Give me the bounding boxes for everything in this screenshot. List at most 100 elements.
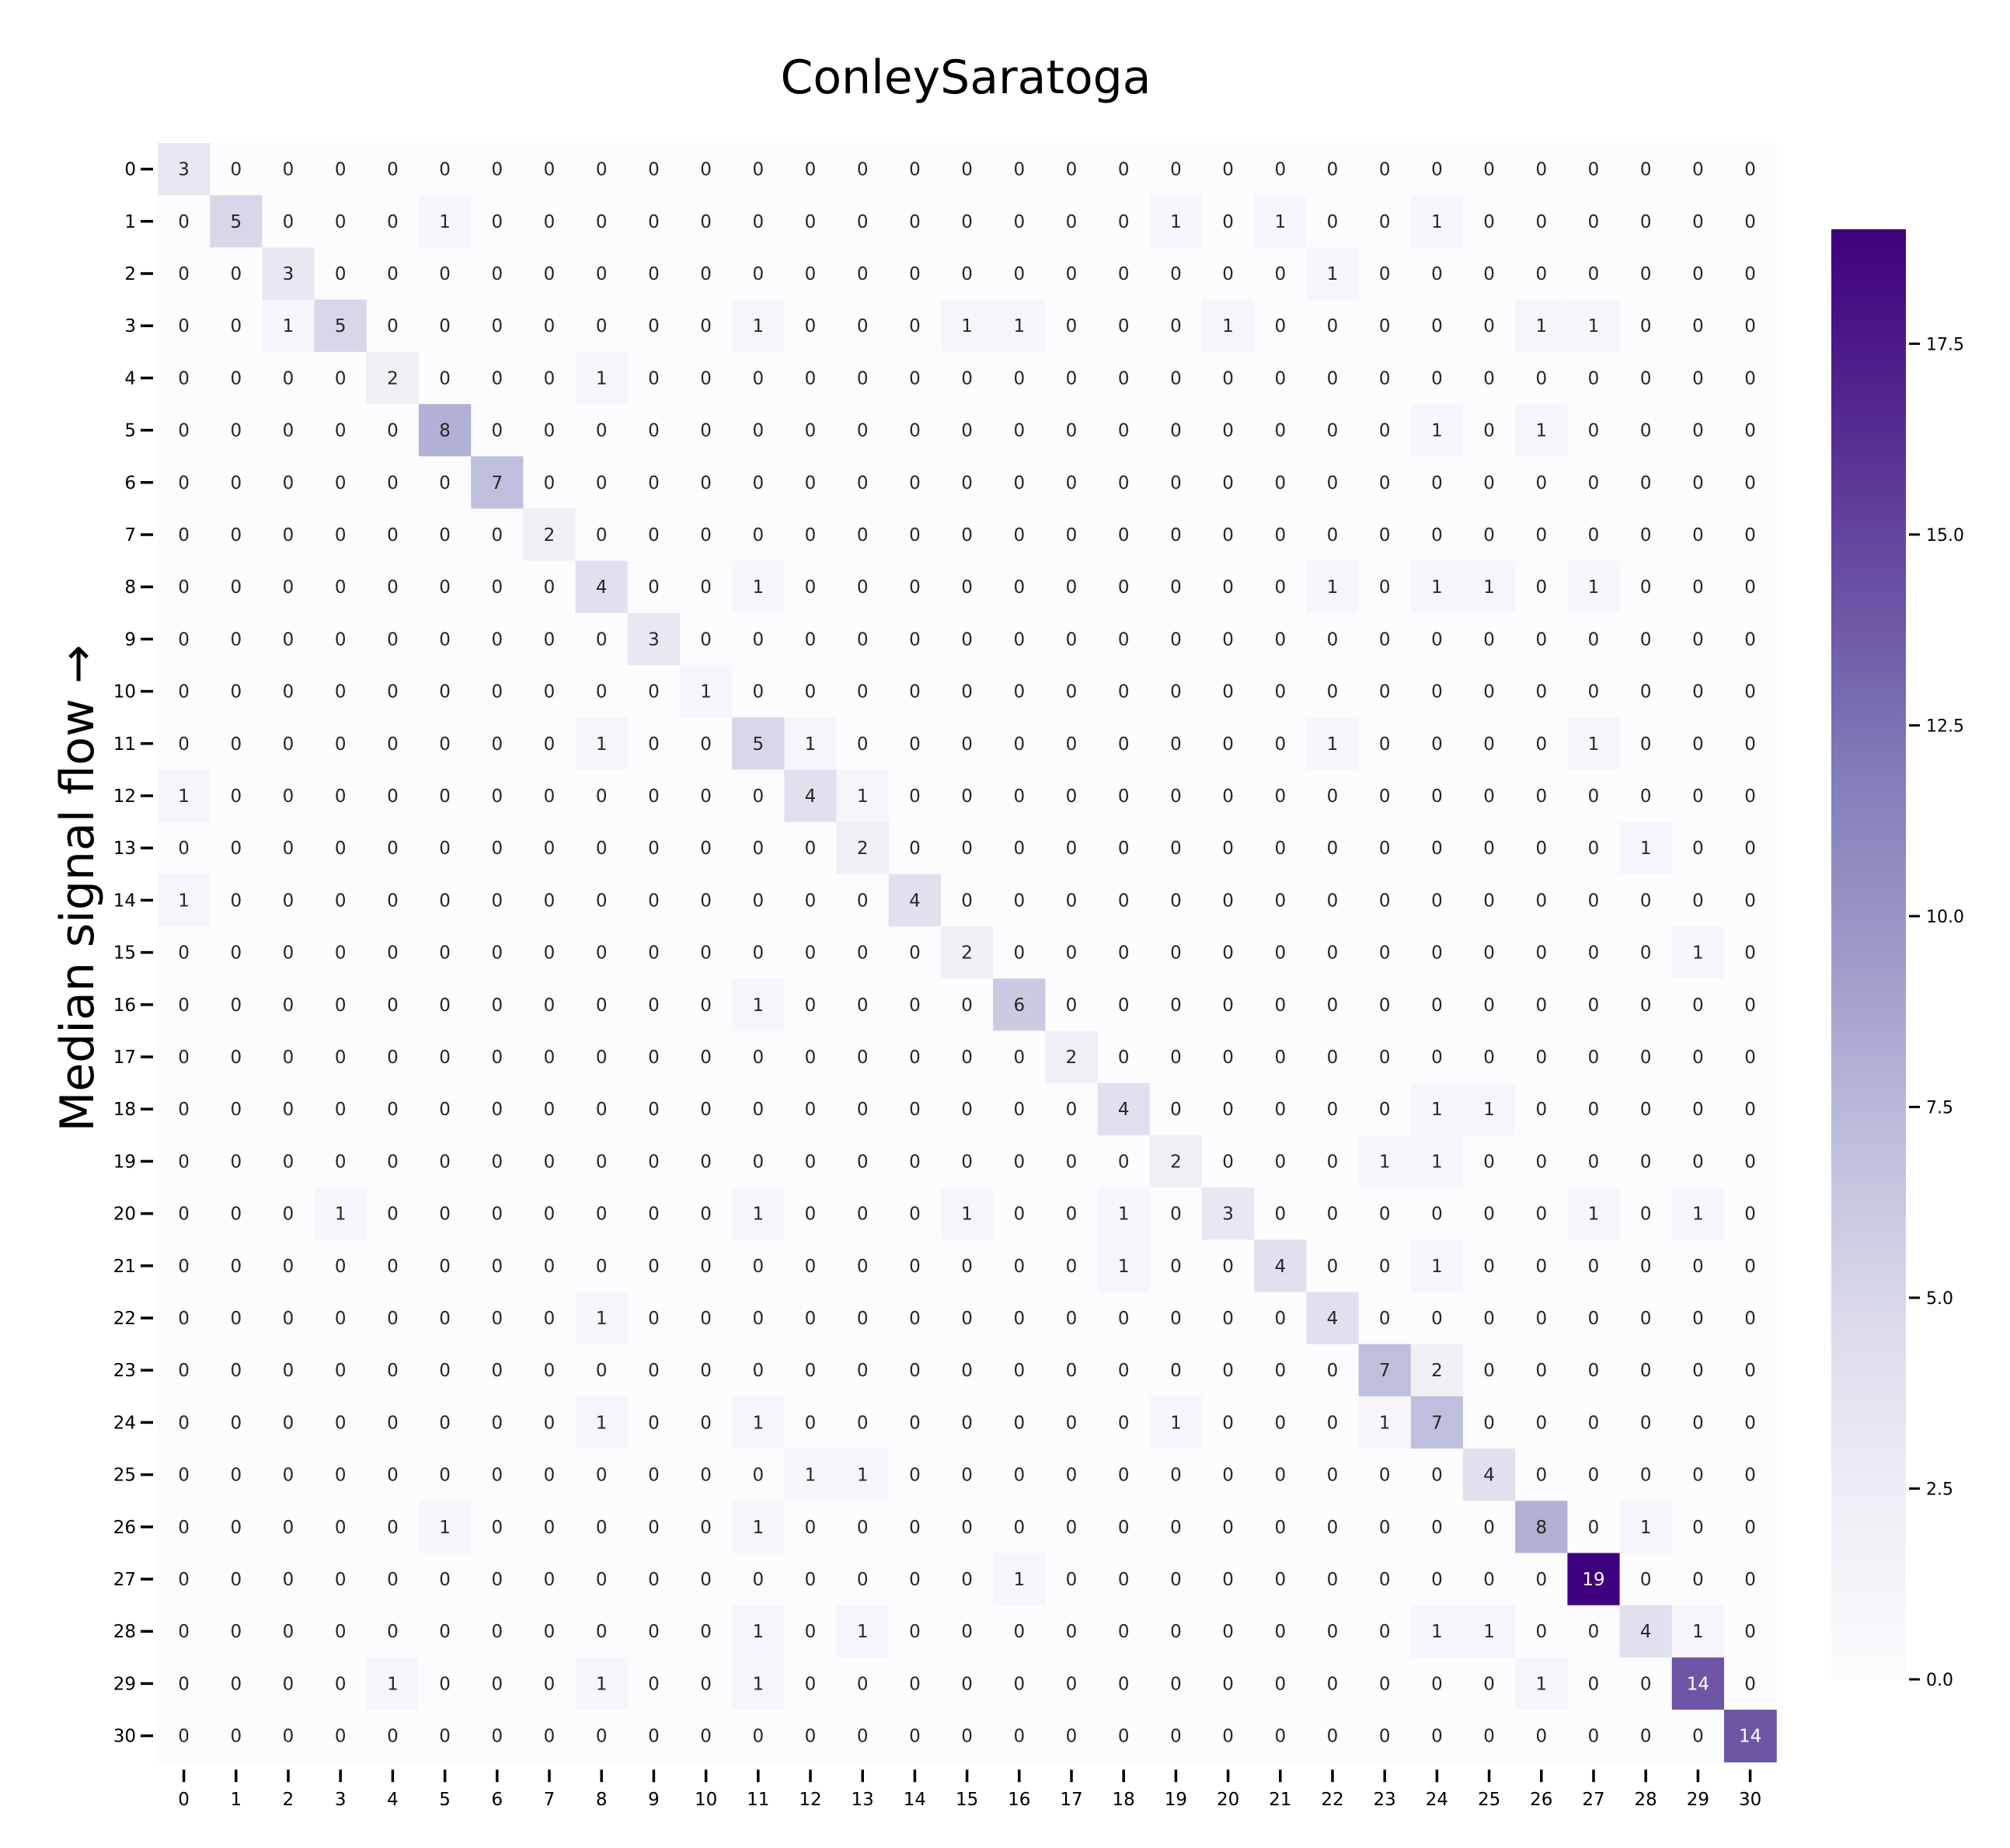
heatmap-cell xyxy=(1358,404,1412,457)
cell-value-label: 1 xyxy=(1431,1100,1443,1120)
cell-value-label: 0 xyxy=(283,682,294,703)
cell-value-label: 0 xyxy=(1744,368,1756,389)
cell-value-label: 0 xyxy=(178,1727,190,1747)
heatmap-cell xyxy=(1463,1240,1516,1292)
x-tick-label: 1 xyxy=(230,1790,242,1810)
cell-value-label: 0 xyxy=(1692,1727,1704,1747)
heatmap-cell xyxy=(1463,351,1516,405)
heatmap-cell xyxy=(1358,299,1412,353)
heatmap-cell xyxy=(1463,1135,1516,1188)
heatmap-cell xyxy=(1724,1240,1777,1292)
cell-value-label: 0 xyxy=(1379,629,1391,650)
heatmap-cell xyxy=(1358,351,1412,405)
heatmap-cell xyxy=(1149,456,1203,509)
cell-value-label: 0 xyxy=(178,1205,190,1225)
cell-value-label: 0 xyxy=(387,1048,399,1068)
cell-value-label: 0 xyxy=(805,1100,817,1120)
heatmap-cell xyxy=(1567,873,1621,927)
cell-value-label: 0 xyxy=(1640,1413,1652,1433)
heatmap-cell xyxy=(1619,299,1673,353)
cell-value-label: 0 xyxy=(596,1257,608,1277)
heatmap-cell xyxy=(680,299,733,353)
cell-value-label: 0 xyxy=(439,1309,451,1329)
heatmap-cell xyxy=(1463,1083,1516,1136)
cell-value-label: 0 xyxy=(1066,1152,1078,1172)
heatmap-cell xyxy=(1306,1449,1360,1501)
cell-value-label: 0 xyxy=(544,1100,556,1120)
y-tick-label: 20 xyxy=(113,1205,136,1225)
cell-value-label: 0 xyxy=(909,316,921,336)
heatmap-cell xyxy=(1619,404,1673,457)
heatmap-cell xyxy=(1045,299,1099,353)
heatmap-cell xyxy=(1567,560,1621,614)
heatmap-cell xyxy=(1149,1135,1203,1188)
heatmap-cell xyxy=(210,404,263,457)
heatmap-cell xyxy=(210,1135,263,1188)
heatmap-cell xyxy=(1045,1240,1099,1292)
cell-value-label: 0 xyxy=(961,629,973,650)
heatmap-cell xyxy=(1671,1292,1725,1345)
cell-value-label: 0 xyxy=(596,995,608,1016)
heatmap-cell xyxy=(627,1083,681,1136)
y-tick-label: 1 xyxy=(124,212,136,232)
heatmap-cell xyxy=(471,1605,524,1658)
heatmap-cell xyxy=(784,404,838,457)
cell-value-label: 0 xyxy=(544,1361,556,1381)
heatmap-cell xyxy=(1410,195,1464,248)
cell-value-label: 0 xyxy=(387,786,399,807)
cell-value-label: 0 xyxy=(491,525,503,546)
cell-value-label: 0 xyxy=(283,891,294,911)
heatmap-cell xyxy=(836,247,890,301)
heatmap-cell xyxy=(1097,1605,1151,1658)
heatmap-cell xyxy=(1045,1187,1099,1240)
cell-value-label: 0 xyxy=(1066,1518,1078,1538)
cell-value-label: 0 xyxy=(230,1152,242,1172)
heatmap-cell xyxy=(993,1135,1046,1188)
heatmap-cell xyxy=(941,1710,994,1763)
cell-value-label: 0 xyxy=(1066,682,1078,703)
heatmap-cell xyxy=(314,299,368,353)
cell-value-label: 1 xyxy=(857,1622,869,1642)
heatmap-cell xyxy=(784,612,838,666)
cell-value-label: 0 xyxy=(700,264,712,284)
cell-value-label: 7 xyxy=(1431,1413,1443,1433)
cell-value-label: 0 xyxy=(1274,629,1286,650)
cell-value-label: 0 xyxy=(1222,264,1234,284)
cell-value-label: 0 xyxy=(1588,1622,1600,1642)
cell-value-label: 0 xyxy=(1588,995,1600,1016)
cell-value-label: 0 xyxy=(1222,995,1234,1016)
cell-value-label: 0 xyxy=(596,786,608,807)
cell-value-label: 0 xyxy=(1588,786,1600,807)
cell-value-label: 0 xyxy=(544,160,556,180)
heatmap-cell xyxy=(1149,821,1203,875)
heatmap-cell xyxy=(627,1344,681,1397)
cell-value-label: 0 xyxy=(544,1466,556,1486)
heatmap-cell xyxy=(158,821,211,875)
cell-value-label: 0 xyxy=(178,1413,190,1433)
cell-value-label: 0 xyxy=(1379,1622,1391,1642)
heatmap-cell xyxy=(680,873,733,927)
cell-value-label: 0 xyxy=(1222,1466,1234,1486)
cell-value-label: 0 xyxy=(1118,839,1130,859)
heatmap-cell xyxy=(680,1240,733,1292)
cell-value-label: 0 xyxy=(648,786,660,807)
x-tick-label: 13 xyxy=(852,1790,874,1810)
cell-value-label: 0 xyxy=(335,1622,347,1642)
heatmap-cell xyxy=(1410,560,1464,614)
heatmap-cell xyxy=(941,1605,994,1658)
heatmap-cell xyxy=(1410,351,1464,405)
cell-value-label: 0 xyxy=(1535,839,1547,859)
cell-value-label: 0 xyxy=(491,1257,503,1277)
cell-value-label: 2 xyxy=(1170,1152,1182,1172)
heatmap-cell xyxy=(1202,1083,1255,1136)
heatmap-cell xyxy=(941,1657,994,1710)
heatmap-cell xyxy=(1619,1553,1673,1606)
heatmap-cell xyxy=(1045,1135,1099,1188)
cell-value-label: 0 xyxy=(596,212,608,232)
heatmap-cell xyxy=(366,351,420,405)
cell-value-label: 0 xyxy=(857,1361,869,1381)
cell-value-label: 0 xyxy=(1118,421,1130,441)
cell-value-label: 0 xyxy=(178,316,190,336)
cell-value-label: 0 xyxy=(230,160,242,180)
heatmap-cell xyxy=(1671,1710,1725,1763)
